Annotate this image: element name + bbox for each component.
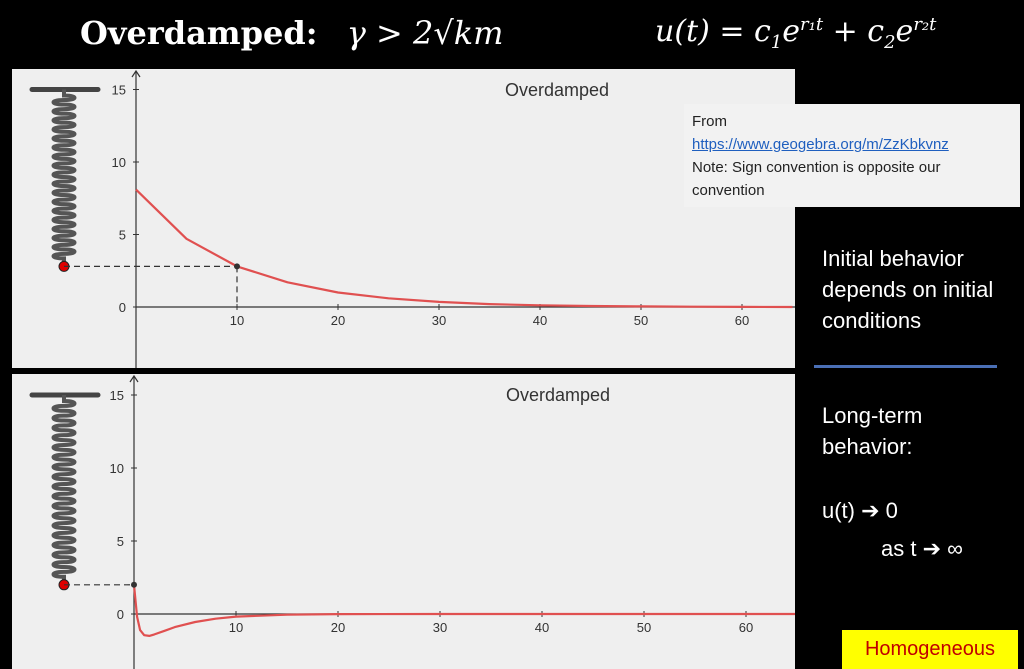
plot-panel-top: Overdamped 10 20 30 40 50 60 0 5 10 15 <box>12 69 795 368</box>
x-tick-label: 30 <box>432 313 446 328</box>
y-tick-label: 15 <box>112 83 126 98</box>
plot-svg-bottom: Overdamped 10 20 30 40 50 60 0 5 10 15 <box>29 374 795 669</box>
x-tick-label: 40 <box>533 313 547 328</box>
y-tick-label: 10 <box>112 155 126 170</box>
current-point <box>234 263 240 270</box>
source-link[interactable]: https://www.geogebra.org/m/ZzKbkvnz <box>692 136 949 153</box>
x-tick-label: 30 <box>433 620 447 635</box>
plot-panel-bottom: Overdamped 10 20 30 40 50 60 0 5 10 15 <box>12 374 795 669</box>
x-tick-label: 10 <box>229 620 243 635</box>
plot-title: Overdamped <box>505 80 609 100</box>
overdamped-condition: γ > 2√km <box>346 14 504 52</box>
plot-svg-top: Overdamped 10 20 30 40 50 60 0 5 10 15 <box>29 69 795 368</box>
current-point <box>131 581 137 588</box>
x-tick-label: 20 <box>331 313 345 328</box>
limit-note: u(t) ➔ 0 <box>822 498 898 523</box>
long-term-behavior-note: Long-term behavior: <box>822 403 923 459</box>
title-text: Overdamped: <box>80 14 318 52</box>
y-tick-label: 5 <box>119 228 126 243</box>
y-tick-label: 0 <box>117 607 124 622</box>
x-tick-label: 50 <box>634 313 648 328</box>
divider-line <box>814 365 997 368</box>
x-tick-label: 60 <box>739 620 753 635</box>
slide-title: Overdamped: γ > 2√km <box>80 14 503 52</box>
x-tick-label: 40 <box>535 620 549 635</box>
y-axis-arrow <box>129 374 139 383</box>
general-solution-formula: u(t) = c1er₁t + c2er₂t <box>655 14 937 53</box>
y-tick-label: 10 <box>110 461 124 476</box>
plot-title: Overdamped <box>506 385 610 405</box>
y-tick-label: 5 <box>117 534 124 549</box>
x-tick-label: 20 <box>331 620 345 635</box>
as-time-note: as t ➔ ∞ <box>881 536 963 561</box>
y-axis-arrow <box>131 69 141 78</box>
y-tick-label: 0 <box>119 300 126 315</box>
x-tick-label: 10 <box>230 313 244 328</box>
sign-convention-note: Note: Sign convention is opposite our co… <box>692 159 941 199</box>
spring <box>51 395 77 585</box>
homogeneous-badge: Homogeneous <box>842 630 1018 669</box>
displacement-curve <box>132 584 795 637</box>
initial-behavior-note: Initial behavior depends on initial cond… <box>822 246 994 333</box>
x-tick-label: 60 <box>735 313 749 328</box>
source-from-label: From <box>692 113 727 130</box>
y-tick-label: 15 <box>110 388 124 403</box>
source-note: From https://www.geogebra.org/m/ZzKbkvnz… <box>684 104 1020 207</box>
x-tick-label: 50 <box>637 620 651 635</box>
displacement-curve <box>135 188 793 309</box>
spring <box>51 89 77 267</box>
